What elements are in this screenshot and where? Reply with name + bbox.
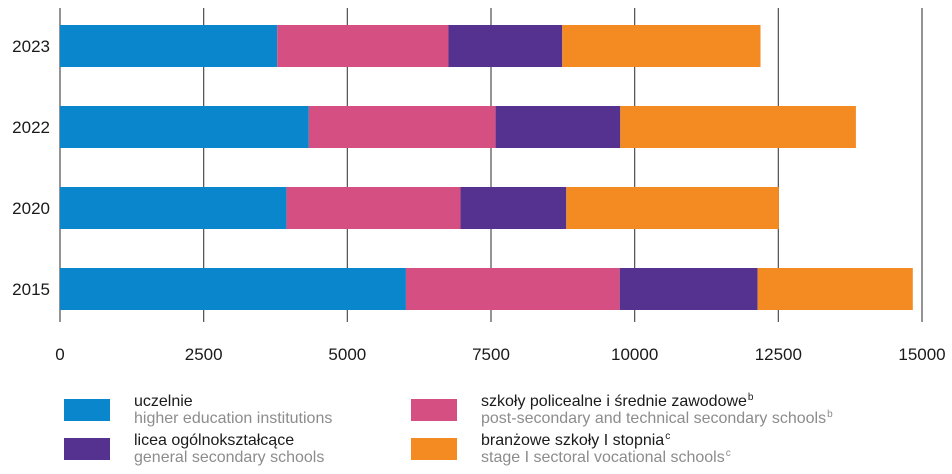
bar-segment — [757, 268, 913, 310]
bar-segment — [566, 187, 779, 229]
x-tick-label: 7500 — [472, 345, 510, 364]
category-label: 2022 — [12, 118, 50, 137]
category-labels: 2023 2022 2020 2015 — [12, 37, 50, 299]
bar-segment — [562, 25, 761, 67]
bar-segment — [60, 187, 287, 229]
category-label: 2020 — [12, 199, 50, 218]
x-tick-label: 10000 — [611, 345, 658, 364]
x-tick-label: 0 — [55, 345, 64, 364]
bar-segment — [60, 106, 309, 148]
bar-segment — [60, 268, 406, 310]
category-label: 2015 — [12, 280, 50, 299]
bar-segment — [277, 25, 449, 67]
bar-segment — [308, 106, 496, 148]
bar-segment — [620, 106, 856, 148]
x-tick-label: 2500 — [185, 345, 223, 364]
category-label: 2023 — [12, 37, 50, 56]
x-tick-labels: 0 2500 5000 7500 10000 12500 15000 — [55, 345, 945, 364]
bar-segment — [405, 268, 620, 310]
x-tick-label: 15000 — [898, 345, 945, 364]
bar-segment — [60, 25, 278, 67]
bar-segment — [460, 187, 567, 229]
bars — [60, 25, 913, 310]
x-tick-label: 12500 — [755, 345, 802, 364]
bar-segment — [448, 25, 563, 67]
bar-segment — [495, 106, 621, 148]
bar-segment — [286, 187, 461, 229]
x-tick-label: 5000 — [328, 345, 366, 364]
bar-segment — [619, 268, 758, 310]
